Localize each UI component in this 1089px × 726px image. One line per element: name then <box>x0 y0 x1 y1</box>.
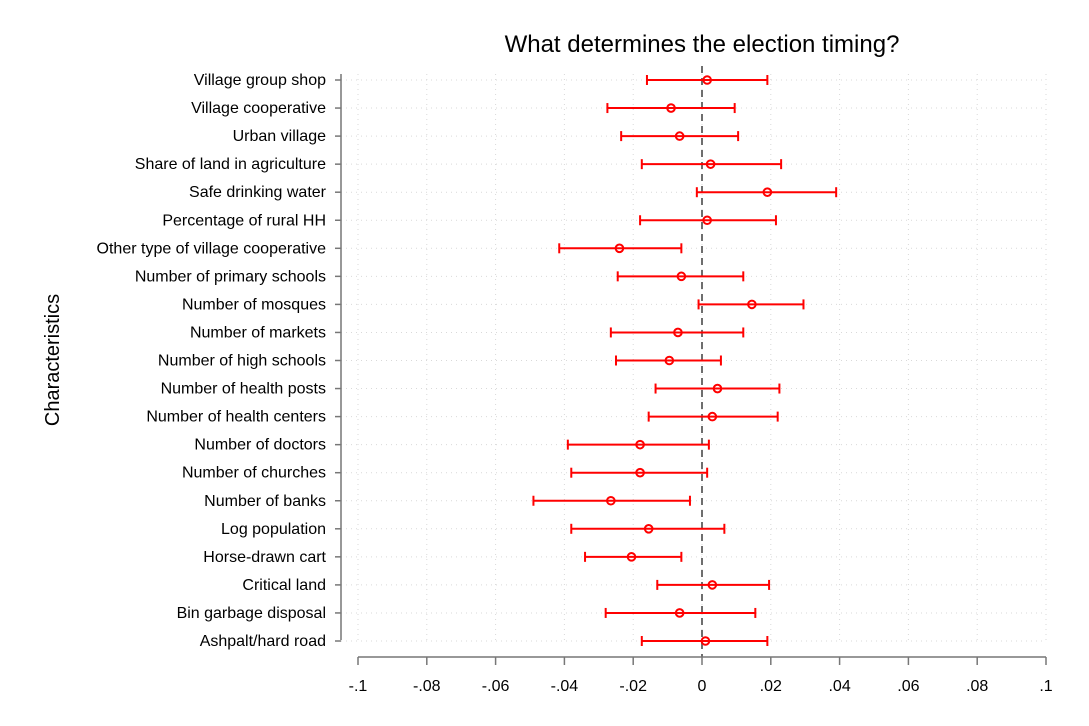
y-tick-label: Number of markets <box>190 324 326 341</box>
y-tick-label: Urban village <box>233 128 326 145</box>
y-tick-label: Number of high schools <box>158 353 326 370</box>
point-estimate <box>673 327 683 338</box>
ci-group <box>615 355 722 366</box>
y-tick-label: Horse-drawn cart <box>203 549 326 566</box>
point-estimate <box>702 215 712 226</box>
point-estimate <box>674 131 685 141</box>
y-tick-label: Safe drinking water <box>189 184 327 201</box>
y-tick-label: Number of churches <box>182 465 326 482</box>
point-estimate <box>747 299 757 310</box>
point-estimate <box>614 243 625 254</box>
ci-group <box>697 299 805 310</box>
point-estimate <box>626 552 637 562</box>
y-tick-label: Bin garbage disposal <box>177 605 326 622</box>
x-tick-label: 0 <box>698 678 707 695</box>
ci-group <box>570 523 726 534</box>
point-estimate <box>666 103 676 113</box>
point-estimate <box>606 495 616 506</box>
ci-group <box>647 411 779 422</box>
point-estimate <box>707 580 718 590</box>
y-tick-label: Number of health centers <box>146 409 326 426</box>
ci-group <box>695 187 838 198</box>
y-tick-label: Percentage of rural HH <box>162 212 326 229</box>
ci-group <box>656 579 771 590</box>
x-tick-label: .04 <box>828 678 850 695</box>
y-tick-label: Number of banks <box>204 493 326 510</box>
ci-group <box>532 495 691 506</box>
x-tick-label: .06 <box>897 678 919 695</box>
y-tick-label: Village group shop <box>194 72 326 89</box>
ci-group <box>609 327 745 338</box>
ci-group <box>584 551 683 562</box>
ci-group <box>640 636 769 646</box>
point-estimate <box>635 467 645 478</box>
point-estimate <box>700 636 711 646</box>
ci-group <box>566 439 710 450</box>
x-tick-label: -.06 <box>482 678 510 695</box>
ci-group <box>606 103 736 114</box>
y-tick-label: Ashpalt/hard road <box>200 633 326 650</box>
y-tick-label: Number of doctors <box>194 437 326 454</box>
ci-group <box>620 131 740 142</box>
chart-title: What determines the election timing? <box>505 31 900 58</box>
y-axis-title: Characteristics <box>42 294 64 426</box>
marks-layer <box>532 75 838 646</box>
y-tick-label: Other type of village cooperative <box>97 240 327 257</box>
point-estimate <box>712 383 723 394</box>
ci-group <box>604 607 757 618</box>
ci-group <box>570 467 709 478</box>
point-estimate <box>643 524 654 534</box>
x-tick-label: .02 <box>760 678 782 695</box>
y-tick-label: Critical land <box>242 577 326 594</box>
point-estimate <box>635 439 645 450</box>
x-tick-label: -.04 <box>551 678 579 695</box>
y-tick-label: Number of health posts <box>161 381 326 398</box>
point-estimate <box>676 271 687 282</box>
point-estimate <box>707 411 718 422</box>
x-tick-label: -.1 <box>349 678 368 695</box>
ci-group <box>654 383 781 394</box>
y-tick-label: Log population <box>221 521 326 538</box>
y-tick-label: Share of land in agriculture <box>135 156 326 173</box>
point-estimate <box>664 355 675 366</box>
ci-group <box>645 75 769 85</box>
ci-group <box>640 159 783 170</box>
grid-layer <box>341 74 1047 642</box>
point-estimate <box>705 159 716 169</box>
ci-group <box>558 243 683 254</box>
ci-group <box>616 271 745 282</box>
axis-layer: Village group shop Village cooperative Urb… <box>97 72 1053 695</box>
point-estimate <box>674 608 685 618</box>
y-tick-label: Village cooperative <box>191 100 326 117</box>
x-tick-label: .1 <box>1039 678 1052 695</box>
x-tick-label: .08 <box>966 678 988 695</box>
y-tick-label: Number of primary schools <box>135 268 326 285</box>
point-estimate <box>702 75 712 85</box>
x-tick-label: -.02 <box>619 678 647 695</box>
point-estimate <box>762 187 773 197</box>
x-tick-label: -.08 <box>413 678 441 695</box>
y-tick-label: Number of mosques <box>182 296 326 313</box>
ci-group <box>639 215 777 226</box>
